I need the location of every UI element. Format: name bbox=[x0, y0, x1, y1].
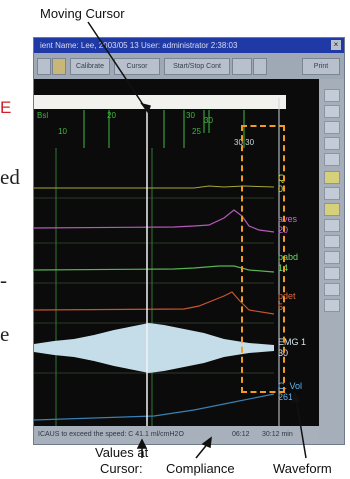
marker-label: Bsl bbox=[37, 111, 49, 120]
marker-label: 25 bbox=[192, 127, 201, 136]
values-at-cursor-callout-line2: Cursor: bbox=[100, 461, 143, 476]
urodynamics-window: ient Name: Lee, 2003/05 13 User: adminis… bbox=[33, 37, 345, 445]
channel-pabd-label: pabd bbox=[278, 252, 299, 262]
status-time: 06:12 bbox=[232, 431, 250, 438]
status-extra: 30:12 min bbox=[262, 431, 293, 438]
side-red-letter: E bbox=[0, 98, 12, 117]
panel-button[interactable] bbox=[324, 89, 340, 102]
channel-pdet-value: 5 bbox=[278, 302, 284, 312]
marker-label: 30 30 bbox=[234, 138, 255, 147]
panel-button[interactable] bbox=[324, 235, 340, 248]
panel-button[interactable] bbox=[324, 251, 340, 264]
channel-cvol-value: 261 bbox=[278, 392, 294, 402]
panel-button[interactable] bbox=[324, 171, 340, 184]
panel-button[interactable] bbox=[324, 267, 340, 280]
settings-icon-button[interactable] bbox=[253, 58, 267, 75]
channel-emg-label: EMG 1 bbox=[278, 337, 307, 347]
panel-button[interactable] bbox=[324, 299, 340, 312]
panel-button[interactable] bbox=[324, 187, 340, 200]
toolbar-icon-button[interactable] bbox=[37, 58, 51, 75]
panel-button[interactable] bbox=[324, 203, 340, 216]
panel-button[interactable] bbox=[324, 283, 340, 296]
channel-pdet-label: pdet bbox=[278, 291, 296, 301]
channel-pves-label: aves bbox=[278, 214, 298, 224]
side-text-fragment-3: e bbox=[0, 322, 10, 346]
values-at-cursor-callout-line1: Values at bbox=[95, 445, 149, 460]
panel-button[interactable] bbox=[324, 219, 340, 232]
grid-icon-button[interactable] bbox=[232, 58, 252, 75]
marker-label: 10 bbox=[58, 127, 67, 136]
marker-label: 20 bbox=[107, 111, 116, 120]
side-text-fragment-1: ed bbox=[0, 165, 20, 189]
right-button-panel bbox=[319, 79, 344, 444]
channel-cvol-label: C. Vol bbox=[278, 381, 303, 391]
channel-q-label: Q bbox=[278, 173, 286, 183]
moving-cursor-callout: Moving Cursor bbox=[40, 6, 125, 21]
start-stop-button[interactable]: Start/Stop Cont bbox=[164, 58, 230, 75]
compliance-callout: Compliance bbox=[166, 461, 235, 476]
print-button[interactable]: Print bbox=[302, 58, 340, 75]
waveform-plot bbox=[34, 98, 280, 426]
side-text-fragment-2: - bbox=[0, 268, 7, 292]
folder-icon-button[interactable] bbox=[52, 58, 66, 75]
waveform-callout: Waveform bbox=[273, 461, 332, 476]
panel-button[interactable] bbox=[324, 121, 340, 134]
channel-q-value: 0 bbox=[278, 184, 284, 194]
close-button[interactable]: × bbox=[331, 40, 341, 50]
panel-button[interactable] bbox=[324, 137, 340, 150]
panel-button[interactable] bbox=[324, 105, 340, 118]
panel-button[interactable] bbox=[324, 153, 340, 166]
marker-label: 30 bbox=[186, 111, 195, 120]
marker-label: 30 bbox=[204, 116, 213, 125]
compliance-status-text: ICAUS to exceed the speed: C 41.1 ml/cmH… bbox=[38, 431, 184, 438]
values-highlight-box bbox=[241, 125, 285, 393]
status-bar: ICAUS to exceed the speed: C 41.1 ml/cmH… bbox=[34, 426, 319, 444]
